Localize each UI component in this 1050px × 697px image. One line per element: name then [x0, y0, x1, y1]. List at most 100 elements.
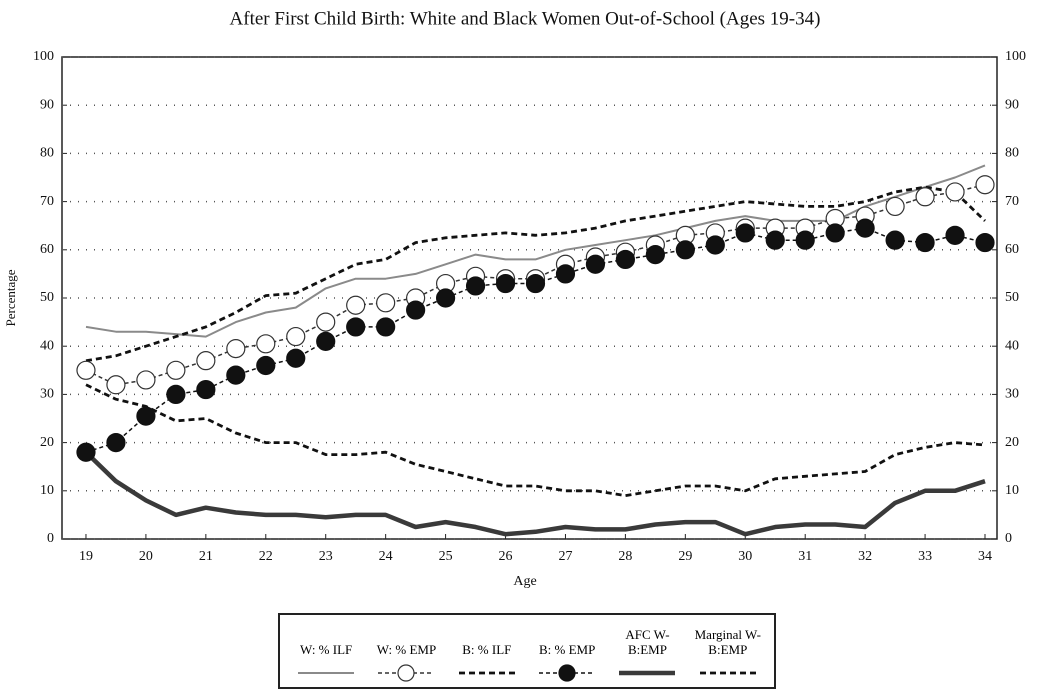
data-point — [76, 360, 96, 380]
x-tick-label: 32 — [858, 549, 872, 564]
legend-symbol — [699, 671, 756, 675]
x-tick-label: 24 — [379, 549, 393, 564]
legend-item: W: % ILF — [286, 615, 366, 687]
y-tick-label: 40 — [40, 338, 54, 353]
legend-item: B: % ILF — [447, 615, 527, 687]
data-point — [555, 264, 576, 284]
x-tick-label: 20 — [139, 549, 153, 564]
y-tick-label: 30 — [40, 387, 54, 402]
series-line — [85, 227, 986, 453]
legend-label: W: % EMP — [376, 642, 437, 657]
data-point — [196, 351, 216, 371]
y-tick-label: 10 — [40, 483, 54, 498]
data-point — [256, 334, 276, 354]
data-point — [106, 375, 126, 395]
data-point — [196, 379, 216, 400]
data-point — [286, 326, 306, 347]
y-tick-label: 70 — [40, 194, 54, 209]
data-point — [406, 300, 426, 320]
data-point — [346, 295, 366, 315]
data-point — [855, 218, 875, 238]
data-point — [256, 355, 276, 376]
legend-symbol — [298, 672, 355, 674]
legend-label: B: % ILF — [462, 642, 512, 657]
y-axis-label: Percentage — [3, 269, 18, 326]
data-point — [915, 232, 935, 253]
x-tick-label: 31 — [798, 549, 812, 564]
x-tick-label: 27 — [558, 549, 572, 564]
y2-tick-label: 20 — [1005, 435, 1019, 450]
legend-symbol — [619, 670, 676, 676]
x-tick-label: 21 — [199, 549, 213, 564]
x-tick-label: 25 — [439, 549, 453, 564]
x-tick-label: 29 — [678, 549, 692, 564]
data-point — [945, 182, 965, 202]
data-point — [705, 235, 725, 255]
data-point — [286, 348, 306, 368]
y-tick-label: 80 — [40, 146, 54, 161]
y2-tick-label: 60 — [1005, 242, 1019, 257]
legend: W: % ILF W: % EMP B: % ILF B: % EMP AFC W-B:… — [278, 613, 776, 689]
x-axis-label: Age — [513, 574, 536, 589]
data-point — [316, 331, 336, 351]
data-point — [825, 223, 845, 243]
series-line — [85, 383, 986, 497]
series-line — [84, 450, 986, 537]
y2-tick-label: 70 — [1005, 194, 1019, 209]
legend-item: W: % EMP — [366, 615, 446, 687]
x-tick-label: 28 — [618, 549, 632, 564]
y-tick-label: 90 — [40, 97, 54, 112]
y2-tick-label: 80 — [1005, 146, 1019, 161]
legend-symbol — [539, 664, 596, 682]
data-point — [376, 317, 396, 337]
data-point — [316, 312, 336, 332]
x-tick-label: 26 — [499, 549, 513, 564]
data-point — [975, 175, 995, 195]
data-point — [645, 245, 665, 265]
data-point — [975, 232, 995, 253]
series-line — [85, 185, 986, 363]
x-tick-label: 33 — [918, 549, 932, 564]
legend-label: AFC W-B:EMP — [625, 627, 670, 657]
data-point — [735, 223, 755, 243]
x-tick-label: 34 — [978, 549, 992, 564]
data-point — [226, 339, 246, 359]
data-point — [615, 249, 635, 270]
data-point — [765, 230, 785, 250]
x-tick-label: 22 — [259, 549, 273, 564]
y2-tick-label: 10 — [1005, 483, 1019, 498]
data-point — [376, 293, 396, 313]
data-point — [226, 365, 246, 385]
y-tick-label: 60 — [40, 242, 54, 257]
plot-frame — [61, 56, 998, 540]
y-tick-label: 100 — [33, 49, 54, 64]
data-point — [435, 288, 456, 308]
y2-tick-label: 40 — [1005, 338, 1019, 353]
data-point — [166, 384, 186, 404]
data-point — [495, 273, 516, 294]
legend-label: Marginal W-B:EMP — [694, 627, 761, 657]
chart-title: After First Child Birth: White and Black… — [230, 8, 821, 29]
legend-marker — [397, 664, 416, 682]
data-point — [465, 276, 486, 296]
data-point — [885, 230, 905, 250]
data-point — [885, 196, 905, 217]
legend-item: Marginal W-B:EMP — [688, 615, 768, 687]
y2-tick-label: 30 — [1005, 387, 1019, 402]
y-tick-label: 20 — [40, 435, 54, 450]
data-point — [136, 406, 156, 426]
y2-tick-label: 0 — [1005, 531, 1012, 546]
data-point — [136, 370, 156, 390]
y2-tick-label: 50 — [1005, 290, 1019, 305]
data-point — [585, 254, 606, 274]
data-point — [945, 225, 965, 245]
data-point — [675, 240, 695, 260]
legend-item: B: % EMP — [527, 615, 607, 687]
legend-symbol — [458, 671, 515, 675]
series-line — [85, 164, 986, 338]
y2-tick-label: 90 — [1005, 97, 1019, 112]
legend-marker — [558, 664, 576, 682]
data-point — [346, 317, 366, 337]
data-point — [76, 442, 96, 462]
